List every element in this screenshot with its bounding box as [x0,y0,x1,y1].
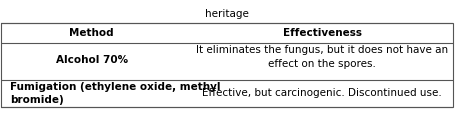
Text: Fumigation (ethylene oxide, methyl
bromide): Fumigation (ethylene oxide, methyl bromi… [10,81,221,104]
Text: It eliminates the fungus, but it does not have an
effect on the spores.: It eliminates the fungus, but it does no… [196,45,448,68]
Text: heritage: heritage [205,9,249,19]
Text: Effective, but carcinogenic. Discontinued use.: Effective, but carcinogenic. Discontinue… [202,87,442,97]
Text: Effectiveness: Effectiveness [283,27,362,37]
Bar [1,23,453,107]
Text: Alcohol 70%: Alcohol 70% [55,55,128,65]
Text: Method: Method [69,27,114,37]
